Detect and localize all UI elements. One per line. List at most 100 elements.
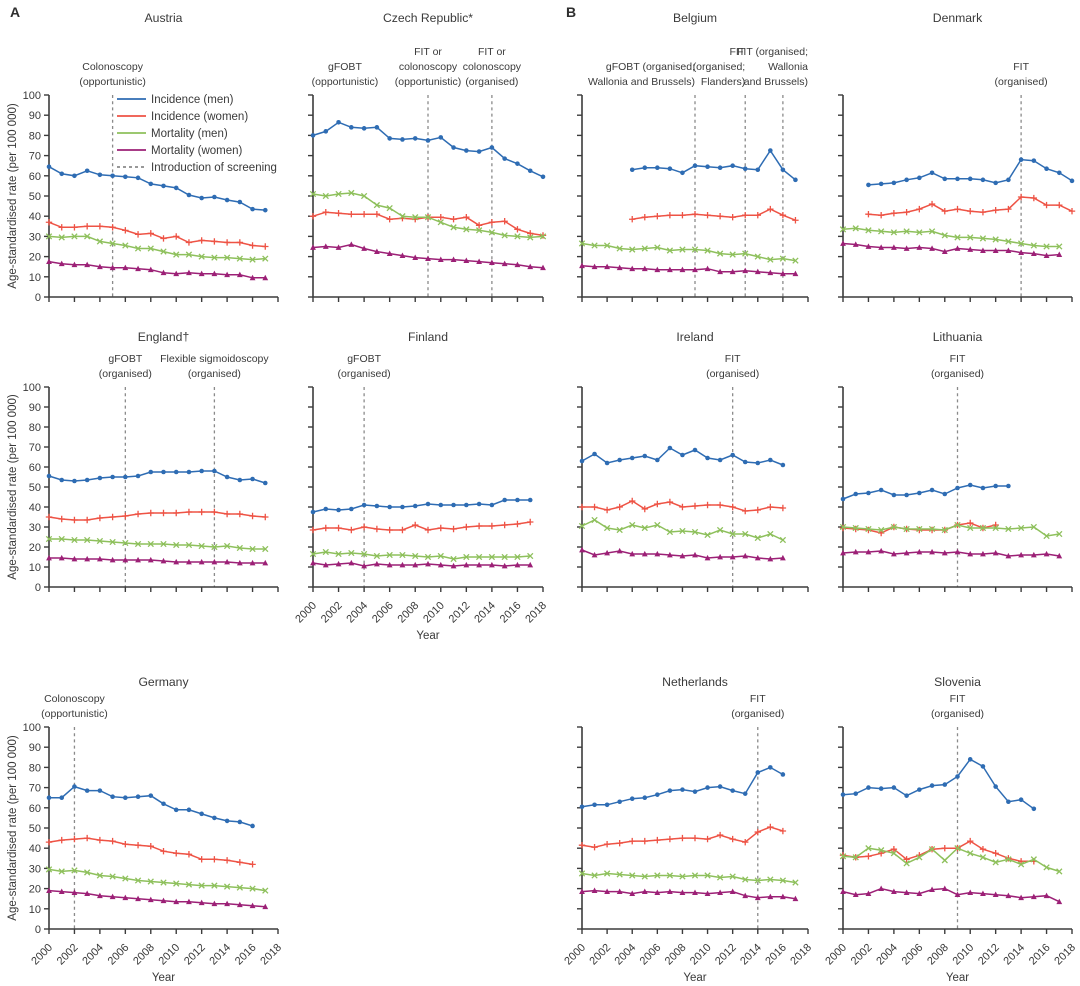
series-mortality-men- xyxy=(309,189,547,241)
y-tick-label: 80 xyxy=(29,130,41,142)
series-incidence-men- xyxy=(46,164,268,213)
chart-title: Germany xyxy=(138,675,189,689)
series-mortality-women- xyxy=(46,887,269,910)
x-tick-label: 2004 xyxy=(80,942,106,968)
screening-annotation: (opportunistic) xyxy=(41,708,108,720)
x-tick-label: 2014 xyxy=(207,942,233,968)
x-tick-label: 2010 xyxy=(157,942,183,968)
y-tick-label: 90 xyxy=(29,110,41,122)
y-tick-label: 10 xyxy=(29,562,41,574)
x-tick-label: 2012 xyxy=(182,942,208,968)
y-tick-label: 30 xyxy=(29,863,41,875)
series-mortality-women- xyxy=(46,258,269,281)
screening-annotation: Colonoscopy xyxy=(44,693,105,705)
screening-annotation: colonoscopy xyxy=(399,61,458,73)
series-incidence-men- xyxy=(46,468,268,486)
x-tick-label: 2010 xyxy=(688,942,714,968)
series-incidence-men- xyxy=(579,765,786,810)
series-incidence-men- xyxy=(310,119,546,180)
chart-belgium: Belgium gFOBT (organised; Wallonia and Bru… xyxy=(577,11,809,302)
x-tick-label: 2000 xyxy=(293,600,319,626)
x-tick-label: 2006 xyxy=(900,942,926,968)
chart-title: Austria xyxy=(145,11,183,25)
x-tick-label: 2000 xyxy=(29,942,55,968)
y-tick-label: 20 xyxy=(29,542,41,554)
series-incidence-women- xyxy=(629,205,799,224)
x-tick-label: 2014 xyxy=(738,942,764,968)
screening-annotation: gFOBT xyxy=(347,353,381,365)
series-incidence-men- xyxy=(46,784,255,829)
series-mortality-women- xyxy=(310,559,534,569)
screening-annotation: and Brussels) xyxy=(744,76,808,88)
x-tick-label: 2002 xyxy=(319,600,345,626)
series-incidence-women- xyxy=(45,834,256,868)
screening-annotation: Colonoscopy xyxy=(82,61,143,73)
screening-annotation: (organised) xyxy=(931,708,984,720)
screening-annotation: gFOBT xyxy=(108,353,142,365)
chart-title: Lithuania xyxy=(933,330,983,344)
series-incidence-men- xyxy=(866,157,1075,188)
x-tick-label: 2012 xyxy=(447,600,473,626)
series-mortality-women- xyxy=(840,547,1063,559)
legend-label: Incidence (men) xyxy=(151,94,234,106)
x-tick-label: 2018 xyxy=(258,942,284,968)
series-mortality-men- xyxy=(839,845,1063,875)
x-tick-label: 2004 xyxy=(613,942,639,968)
x-tick-label: 2012 xyxy=(976,942,1002,968)
chart-title: Denmark xyxy=(933,11,983,25)
legend: Incidence (men) Incidence (women) Mortalit… xyxy=(117,94,277,174)
screening-annotation: (opportunistic) xyxy=(79,76,146,88)
y-axis-title: Age-standardised rate (per 100 000) xyxy=(7,735,19,921)
series-incidence-men- xyxy=(629,148,798,183)
chart-denmark: Denmark FIT (organised) xyxy=(838,11,1076,302)
screening-annotation: (organised) xyxy=(995,76,1048,88)
x-tick-label: 2018 xyxy=(523,600,549,626)
legend-label: Mortality (women) xyxy=(151,145,243,157)
x-axis-title: Year xyxy=(152,972,175,984)
y-axis-title: Age-standardised rate (per 100 000) xyxy=(7,394,19,580)
series-incidence-men- xyxy=(840,757,1037,812)
screening-annotation: (organised) xyxy=(188,368,241,380)
chart-title: Belgium xyxy=(673,11,717,25)
chart-czech-republic: Czech Republic* gFOBT (opportunistic) FIT o… xyxy=(308,11,547,302)
y-tick-label: 10 xyxy=(29,904,41,916)
screening-annotation: (organised) xyxy=(931,368,984,380)
y-tick-label: 40 xyxy=(29,211,41,223)
y-tick-label: 60 xyxy=(29,171,41,183)
y-tick-label: 40 xyxy=(29,843,41,855)
x-axis-title: Year xyxy=(946,972,969,984)
legend-label: Introduction of screening xyxy=(151,162,277,174)
screening-annotation: (organised; xyxy=(693,61,746,73)
x-axis-title: Year xyxy=(416,630,439,642)
screening-annotation: (organised) xyxy=(731,708,784,720)
chart-title: Netherlands xyxy=(662,675,728,689)
y-tick-label: 60 xyxy=(29,462,41,474)
chart-lithuania: Lithuania FIT (organised) xyxy=(838,330,1073,592)
chart-title: Czech Republic* xyxy=(383,11,473,25)
screening-annotation: (organised) xyxy=(465,76,518,88)
y-tick-label: 30 xyxy=(29,522,41,534)
legend-label: Incidence (women) xyxy=(151,111,248,123)
y-axis-title: Age-standardised rate (per 100 000) xyxy=(7,103,19,289)
series-incidence-women- xyxy=(45,508,269,524)
x-tick-label: 2006 xyxy=(106,942,132,968)
screening-annotation: FIT (organised; xyxy=(737,46,808,58)
screening-annotation: FIT xyxy=(729,46,745,58)
screening-annotation: FIT xyxy=(950,353,966,365)
screening-annotation: FIT xyxy=(725,353,741,365)
chart-austria: Austria Colonoscopy (opportunistic) 0 10 20 30… xyxy=(7,11,279,304)
screening-annotation: gFOBT (organised; xyxy=(606,61,695,73)
x-tick-label: 2016 xyxy=(763,942,789,968)
y-tick-label: 70 xyxy=(29,783,41,795)
screening-annotation: FIT xyxy=(1013,61,1029,73)
y-tick-label: 100 xyxy=(23,722,41,734)
x-tick-label: 2008 xyxy=(131,942,157,968)
y-tick-label: 0 xyxy=(35,292,41,304)
screening-annotation: Flanders) xyxy=(701,76,745,88)
series-mortality-men- xyxy=(578,516,787,544)
axes xyxy=(48,387,278,588)
screening-annotation: (opportunistic) xyxy=(312,76,379,88)
